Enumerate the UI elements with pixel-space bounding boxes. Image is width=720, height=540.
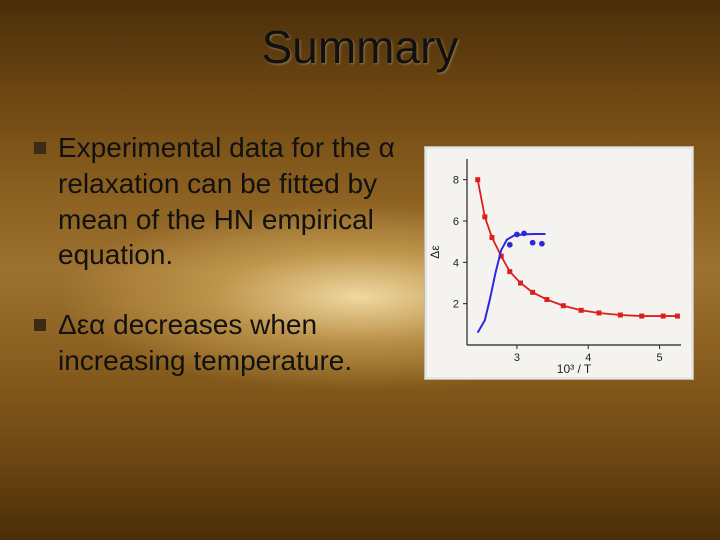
bullet-icon (34, 142, 46, 154)
bullet-list: Experimental data for the α relaxation c… (34, 130, 414, 413)
list-item: Experimental data for the α relaxation c… (34, 130, 414, 273)
svg-text:3: 3 (514, 352, 520, 364)
svg-text:10³ / T: 10³ / T (557, 362, 592, 376)
slide: Summary Experimental data for the α rela… (0, 0, 720, 540)
svg-text:5: 5 (657, 352, 663, 364)
svg-text:8: 8 (453, 175, 459, 187)
svg-text:2: 2 (453, 299, 459, 311)
svg-text:4: 4 (453, 257, 459, 269)
bullet-icon (34, 319, 46, 331)
svg-text:Δε: Δε (428, 245, 442, 259)
svg-text:6: 6 (453, 216, 459, 228)
delta-epsilon-chart: 246834510³ / TΔε (424, 146, 694, 380)
slide-title: Summary (0, 20, 720, 74)
bullet-text: Experimental data for the α relaxation c… (58, 130, 414, 273)
list-item: Δεα decreases when increasing temperatur… (34, 307, 414, 379)
bullet-text: Δεα decreases when increasing temperatur… (58, 307, 414, 379)
chart-svg: 246834510³ / TΔε (425, 147, 693, 379)
